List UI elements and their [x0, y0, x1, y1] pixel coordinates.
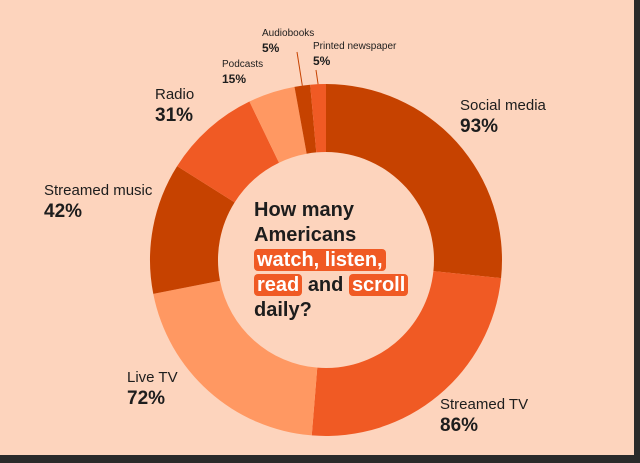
leader-line-printed-newspaper: [315, 69, 319, 85]
slice-podcasts: [249, 86, 307, 163]
highlight-scroll: scroll: [348, 274, 409, 296]
slice-social-media: [326, 84, 502, 279]
question-line-1: How many: [254, 199, 355, 221]
label-name: Streamed TV: [440, 396, 529, 413]
slice-streamed-music: [150, 166, 235, 294]
label-value: 93%: [460, 115, 499, 137]
highlight-watch-listen: watch, listen,: [254, 249, 386, 271]
question-line-2: Americans: [254, 224, 357, 246]
label-podcasts: Podcasts 15%: [222, 59, 264, 86]
label-name: Audiobooks: [262, 28, 315, 39]
question-line-5: daily?: [254, 299, 312, 321]
label-value: 72%: [127, 387, 166, 409]
highlight-read: read: [254, 274, 303, 296]
question-line-4: read and scroll: [254, 273, 454, 298]
label-name: Podcasts: [222, 59, 264, 70]
label-value: 5%: [313, 53, 331, 68]
label-social-media: Social media 93%: [460, 98, 546, 137]
label-name: Radio: [155, 86, 195, 103]
label-name: Live TV: [127, 369, 178, 386]
label-value: 31%: [155, 104, 194, 126]
label-name: Printed newspaper: [313, 41, 397, 52]
question-line-3: watch, listen,: [254, 248, 454, 273]
slice-streamed-tv: [311, 271, 502, 436]
slice-printed-newspaper: [310, 84, 326, 153]
slice-radio: [177, 101, 280, 203]
question-and: and: [307, 274, 344, 296]
center-question: How many Americans watch, listen, read a…: [254, 198, 454, 323]
label-name: Streamed music: [44, 182, 153, 199]
label-streamed-music: Streamed music 42%: [44, 183, 152, 222]
label-value: 86%: [440, 414, 479, 436]
label-printed-newspaper: Printed newspaper 5%: [313, 41, 397, 68]
slice-audiobooks: [294, 84, 317, 154]
label-radio: Radio 31%: [155, 87, 194, 126]
infographic-canvas: Social media 93% Streamed TV 86% Live TV…: [0, 0, 634, 455]
leader-line-audiobooks: [296, 51, 303, 86]
donut-chart: [150, 51, 502, 436]
label-name: Social media: [460, 97, 546, 114]
label-value: 15%: [222, 71, 247, 86]
label-streamed-tv: Streamed TV 86%: [440, 397, 528, 436]
label-value: 5%: [262, 40, 280, 55]
label-live-tv: Live TV 72%: [127, 370, 178, 409]
label-audiobooks: Audiobooks 5%: [262, 28, 315, 55]
label-value: 42%: [44, 200, 83, 222]
slice-live-tv: [153, 280, 318, 436]
